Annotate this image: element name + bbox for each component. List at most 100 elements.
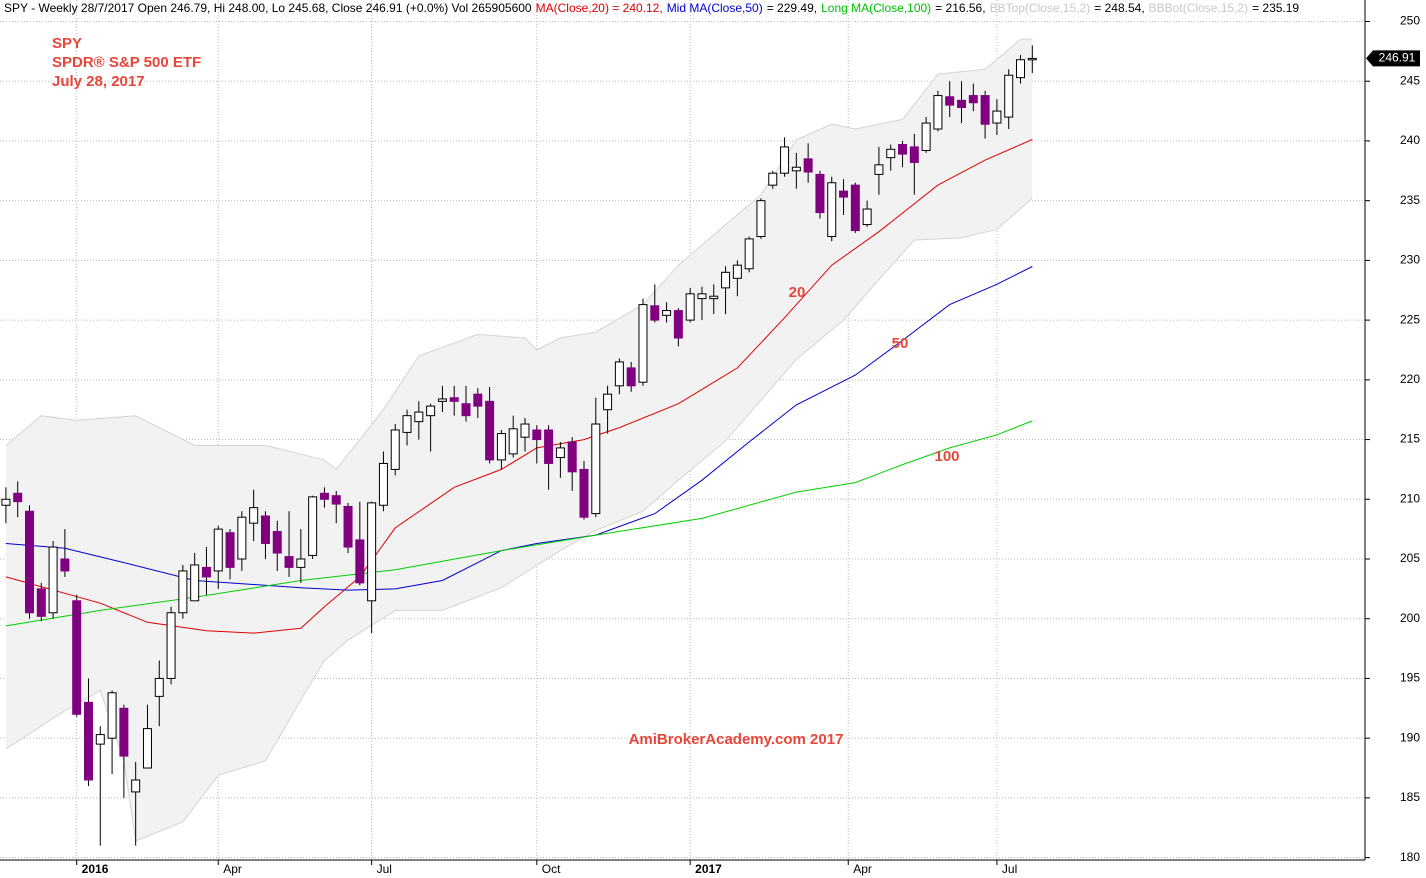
candle-body [544,429,554,464]
ma20-label: 20 [789,284,806,301]
ma50-label: 50 [892,335,909,352]
title-name: SPDR® S&P 500 ETF [52,54,201,71]
y-tick-label: 190 [1400,730,1420,744]
candle-body [201,566,211,578]
candle-body [13,492,23,503]
header-segment: SPY - Weekly 28/7/2017 Open 246.79, Hi 2… [4,1,532,15]
y-tick-label: 200 [1400,611,1420,625]
candle-body [886,148,896,159]
candle-body [732,264,742,279]
candle-body [107,692,117,739]
candle-body [768,172,778,186]
candle-body [614,361,624,387]
candle-body [957,99,967,109]
y-tick-label: 235 [1400,193,1420,207]
candle-body [367,502,377,602]
band-edge [5,198,1033,842]
candle-body [225,532,235,568]
band-edge [5,38,1033,471]
header-segment: = 235.19 [1252,1,1299,15]
x-tick-label: 2016 [82,862,109,876]
candle-body [319,492,329,500]
candle-body [933,95,943,130]
candle-body [190,564,200,602]
candle-body [426,405,436,417]
grid [0,0,1365,860]
candle-body [673,310,683,339]
header-segment: = 229.49, [767,1,817,15]
candle-body [437,398,447,402]
candle-body [142,728,152,769]
x-tick-label: Jul [1002,862,1017,876]
candle-body [567,441,577,473]
candle-body [213,528,223,572]
candle-body [449,397,459,402]
candle-body [815,173,825,214]
candle-body [36,588,46,617]
candle-body [1,498,11,506]
candles [1,45,1037,846]
y-tick-label: 210 [1400,491,1420,505]
last-price-tag [1366,50,1420,67]
candle-body [343,505,353,548]
candle-body [296,558,306,568]
candle-body [1004,74,1014,118]
candle-body [331,495,341,505]
candle-body [555,447,565,458]
candle-body [839,190,849,198]
candle-body [579,468,589,518]
candle-body [72,600,82,715]
last-price-label: 246.91 [1379,51,1416,65]
axis-labels: 180 185 190 195 200 205 210 215 220 225 230 235 240 2… [76,14,1420,876]
ma-line [5,139,1033,634]
x-tick-label: Apr [223,862,242,876]
candle-body [662,310,672,316]
x-tick-label: Oct [542,862,561,876]
y-tick-label: 205 [1400,551,1420,565]
candle-body [791,166,801,172]
header: SPY - Weekly 28/7/2017 Open 246.79, Hi 2… [4,1,1299,15]
title-date: July 28, 2017 [52,73,145,90]
header-segment: = 216.56, [935,1,985,15]
candle-body [24,510,34,614]
candle-body [626,367,636,387]
title-symbol: SPY [52,35,82,52]
candle-body [308,496,318,556]
candle-body [992,110,1002,124]
candle-body [178,570,188,614]
y-tick-label: 250 [1400,14,1420,28]
candle-body [496,433,506,461]
watermark: AmiBrokerAcademy.com 2017 [629,731,844,748]
y-tick-label: 195 [1400,671,1420,685]
candle-body [968,95,978,104]
candle-body [485,400,495,461]
candle-body [260,515,270,544]
y-tick-label: 245 [1400,73,1420,87]
ma-line [5,266,1033,591]
candle-body [249,507,259,524]
candle-body [532,429,542,441]
candle-body [402,415,412,433]
candle-body [921,122,931,151]
y-tick-label: 180 [1400,850,1420,864]
candle-body [1027,57,1037,61]
candle-body [355,539,365,584]
candle-body [827,182,837,237]
header-segment: BBTop(Close,15,2) [990,1,1091,15]
candle-body [638,304,648,383]
candle-body [874,164,884,175]
candle-body [60,558,70,572]
candle-body [591,423,601,515]
candle-body [508,428,518,455]
candle-body [744,238,754,270]
candle-body [980,95,990,125]
moving-averages [5,139,1033,634]
candle-body [237,516,247,560]
candle-body [945,96,955,106]
candle-body [390,429,400,470]
candle-body [850,184,860,232]
candle-body [603,393,613,411]
y-tick-label: 240 [1400,133,1420,147]
y-tick-label: 220 [1400,372,1420,386]
